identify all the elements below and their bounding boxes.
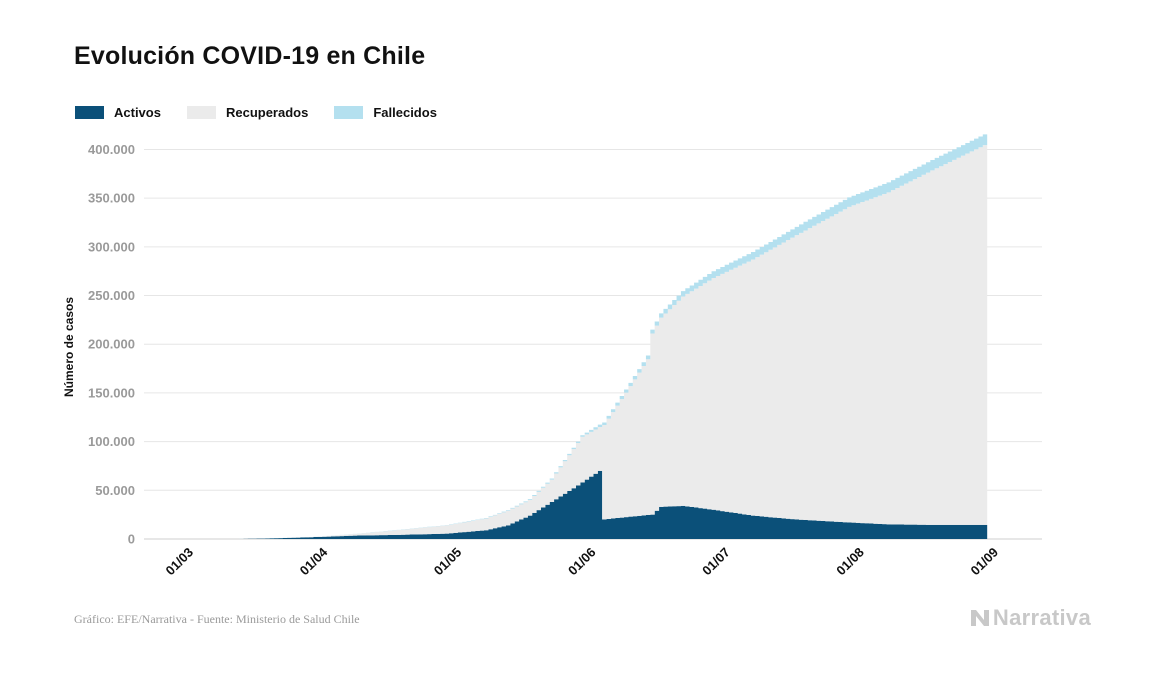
- x-tick-label: 01/05: [431, 545, 465, 579]
- narrativa-logo: Narrativa: [970, 605, 1091, 631]
- x-tick-label: 01/03: [163, 545, 197, 579]
- legend-swatch-fallecidos: [334, 105, 364, 119]
- y-tick-label: 400.000: [88, 142, 135, 157]
- series-area-fallecidos: [186, 134, 988, 539]
- legend-label-recuperados: Recuperados: [225, 104, 309, 120]
- x-tick-label: 01/08: [833, 545, 867, 579]
- legend-label-activos: Activos: [114, 104, 161, 120]
- legend-swatch-recuperados: [186, 105, 216, 119]
- legend: Activos Recuperados Fallecidos: [75, 103, 463, 121]
- brand-name: Narrativa: [992, 605, 1091, 630]
- y-tick-label: 0: [128, 532, 135, 547]
- y-tick-label: 200.000: [88, 337, 135, 352]
- legend-swatch-activos: [75, 105, 104, 119]
- y-tick-label: 100.000: [88, 434, 135, 449]
- x-tick-label: 01/06: [565, 545, 599, 579]
- y-tick-label: 300.000: [88, 239, 135, 254]
- y-axis-label: Número de casos: [62, 297, 76, 397]
- chart-canvas: 0 50.000 100.000 150.000 200.000 250.000 300.0…: [62, 134, 1042, 578]
- axis-layer: 01/03 01/04 01/05 01/06 01/07 01/08 01/09: [163, 544, 1002, 578]
- chart-title: Evolución COVID-19 en Chile: [74, 42, 426, 70]
- area-layer: [186, 134, 988, 539]
- legend-item-recuperados: Recuperados: [186, 104, 309, 120]
- y-tick-label: 350.000: [88, 191, 135, 206]
- legend-item-fallecidos: Fallecidos: [334, 105, 437, 120]
- x-tick-label: 01/04: [297, 544, 331, 578]
- series-area-recuperados: [186, 145, 988, 539]
- series-area-activos: [186, 470, 988, 539]
- x-tick-label: 01/07: [699, 545, 733, 579]
- y-tick-label: 250.000: [88, 288, 135, 303]
- y-tick-label: 150.000: [88, 385, 135, 400]
- y-tick-label: 50.000: [95, 483, 135, 498]
- legend-item-activos: Activos: [75, 105, 161, 120]
- source-note: Gráfico: EFE/Narrativa - Fuente: Ministe…: [74, 612, 360, 626]
- x-tick-label: 01/09: [968, 545, 1002, 579]
- legend-label-fallecidos: Fallecidos: [373, 104, 437, 120]
- narrativa-logo-icon: [970, 610, 989, 626]
